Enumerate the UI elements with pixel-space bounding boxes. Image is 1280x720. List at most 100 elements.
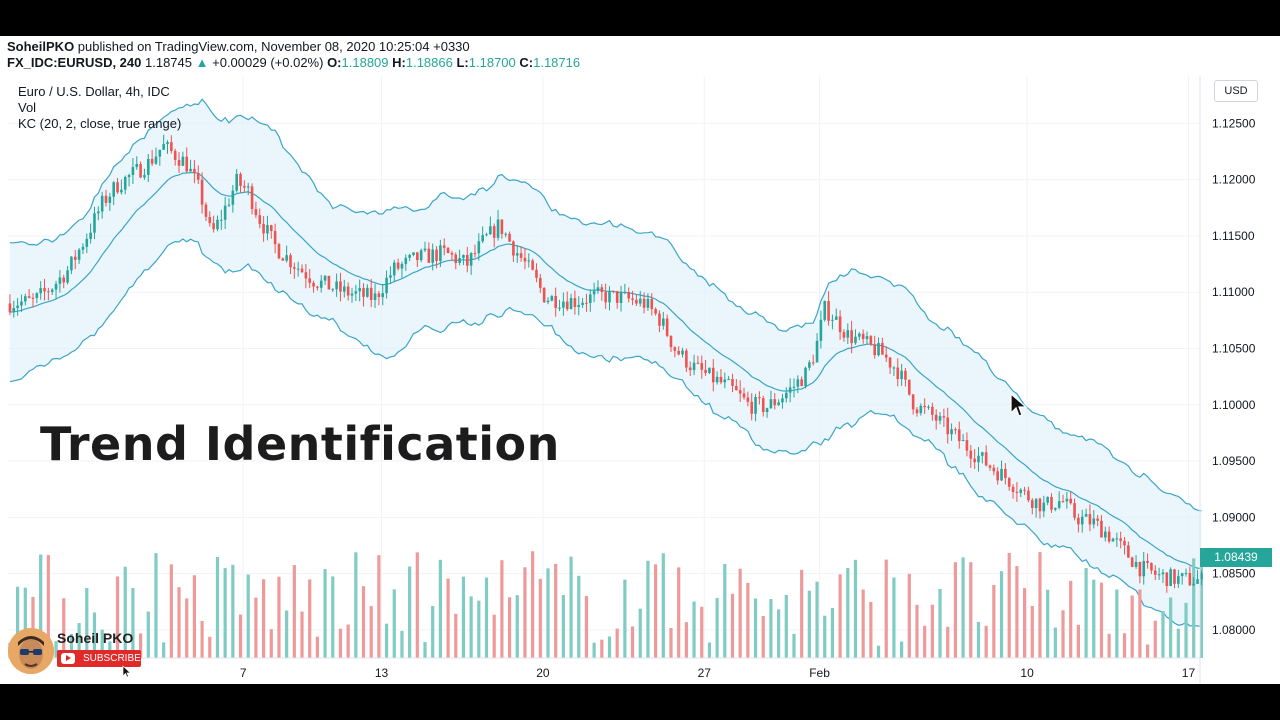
candle-body — [562, 301, 565, 308]
volume-bar — [1030, 605, 1034, 658]
volume-legend[interactable]: Vol — [18, 100, 37, 115]
candle-body — [804, 367, 807, 387]
volume-bar — [784, 594, 788, 658]
price-chart[interactable]: 1.12500 1.12000 1.11500 1.11000 1.10500 1.100… — [0, 36, 1280, 684]
time-axis[interactable]: 7 13 20 27 Feb 10 17 — [8, 657, 1200, 680]
candle-body — [877, 342, 880, 356]
candle-body — [346, 286, 350, 296]
candle-body — [392, 262, 396, 276]
close-label: C: — [519, 55, 534, 70]
candle-body — [62, 277, 66, 283]
channel-name[interactable]: Soheil PKO — [57, 630, 134, 646]
volume-bar — [777, 609, 781, 658]
candle-body — [485, 234, 488, 236]
symbol-label: FX_IDC:EURUSD, 240 — [7, 55, 142, 70]
volume-bar — [1161, 611, 1165, 658]
candle-body — [1165, 572, 1169, 587]
volume-bar — [292, 565, 296, 658]
channel-avatar[interactable] — [8, 628, 54, 674]
volume-bar — [108, 641, 112, 658]
candle-body — [162, 144, 165, 150]
volume-bar — [1092, 579, 1096, 658]
candle-body — [984, 452, 988, 466]
volume-bar — [423, 642, 427, 658]
candle-body — [127, 175, 131, 177]
candle-body — [1153, 570, 1157, 575]
volume-bar — [1061, 610, 1065, 658]
volume-bar — [500, 560, 504, 658]
candle-body — [1169, 569, 1172, 587]
volume-bar — [1069, 580, 1073, 658]
currency-button[interactable]: USD — [1214, 80, 1258, 102]
candle-body — [577, 304, 581, 308]
series-legend[interactable]: Euro / U.S. Dollar, 4h, IDC — [18, 84, 170, 99]
candle-body — [1100, 520, 1103, 538]
candle-body — [523, 257, 527, 262]
candle-body — [677, 350, 680, 355]
candle-body — [1138, 561, 1142, 577]
candle-body — [938, 416, 942, 421]
candle-body — [888, 357, 892, 368]
volume-bar — [1046, 589, 1050, 658]
candle-body — [535, 269, 538, 278]
volume-bar — [838, 574, 842, 658]
volume-bar — [1199, 565, 1203, 658]
volume-bar — [654, 564, 658, 658]
candle-body — [1088, 514, 1092, 525]
candle-body — [93, 213, 96, 233]
candle-body — [254, 208, 258, 216]
candle-body — [708, 367, 711, 373]
candle-body — [454, 254, 458, 263]
candle-body — [469, 253, 473, 266]
candle-body — [308, 278, 312, 283]
volume-bar — [1169, 597, 1173, 658]
candle-body — [858, 333, 861, 337]
volume-bar — [684, 622, 688, 658]
candle-body — [608, 290, 611, 303]
subscribe-button[interactable]: SUBSCRIBE — [57, 650, 141, 667]
candle-body — [492, 226, 496, 238]
volume-bar — [738, 568, 742, 658]
candle-body — [1188, 573, 1192, 586]
volume-bar — [907, 573, 911, 658]
candle-body — [312, 282, 315, 287]
candle-body — [911, 394, 915, 410]
candle-body — [1200, 572, 1203, 580]
author-name[interactable]: SoheilPKO — [7, 39, 75, 54]
volume-bar — [361, 586, 366, 658]
candle-body — [1142, 560, 1146, 577]
candle-body — [293, 267, 296, 269]
candle-body — [481, 235, 484, 242]
avatar-face-icon — [8, 628, 54, 674]
candle-body — [339, 281, 342, 292]
candle-body — [850, 330, 853, 344]
candle-body — [969, 450, 973, 459]
volume-bar — [953, 562, 958, 658]
candle-body — [1180, 573, 1184, 577]
candle-body — [373, 293, 377, 300]
indicator-legend[interactable]: KC (20, 2, close, true range) — [18, 116, 182, 131]
volume-bar — [138, 633, 143, 658]
candle-body — [508, 233, 511, 242]
candle-body — [227, 204, 231, 206]
candle-body — [711, 367, 715, 383]
candle-body — [423, 248, 427, 251]
price-axis[interactable]: 1.12500 1.12000 1.11500 1.11000 1.10500 1.100… — [1199, 76, 1256, 684]
candle-body — [1080, 516, 1084, 525]
volume-bar — [600, 639, 604, 658]
volume-bar — [961, 557, 965, 658]
volume-bar — [261, 579, 266, 658]
candle-body — [1150, 563, 1153, 571]
candle-body — [900, 370, 903, 380]
candle-body — [166, 142, 169, 145]
volume-bar — [1099, 582, 1104, 658]
candle-body — [335, 281, 338, 290]
candle-body — [200, 179, 204, 205]
candle-body — [665, 318, 669, 336]
candle-body — [150, 158, 154, 164]
open-value: 1.18809 — [341, 55, 389, 70]
volume-bar — [54, 641, 58, 658]
candle-body — [458, 258, 461, 263]
time-tick-label: 13 — [375, 666, 389, 680]
volume-bar — [1007, 552, 1011, 658]
